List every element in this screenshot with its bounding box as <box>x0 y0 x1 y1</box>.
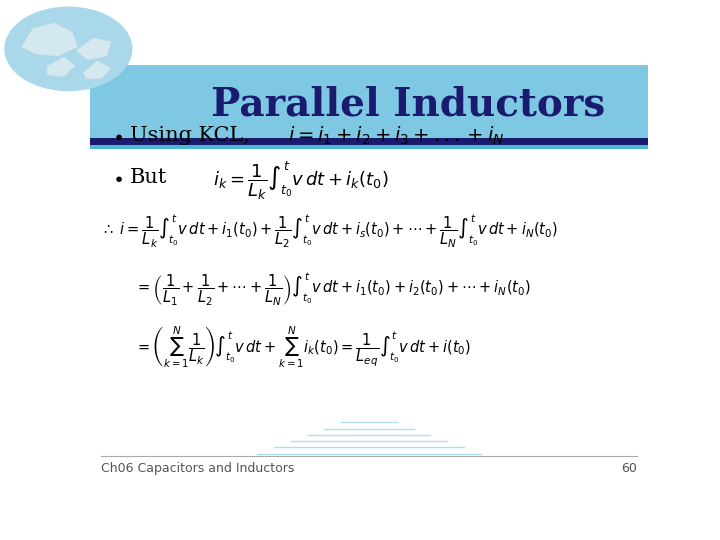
Text: 60: 60 <box>621 462 637 475</box>
Text: $= \left(\sum_{k=1}^{N} \dfrac{1}{L_k}\right)\int_{t_0}^{t} v\,dt+ \sum_{k=1}^{N: $= \left(\sum_{k=1}^{N} \dfrac{1}{L_k}\r… <box>135 325 471 370</box>
Text: $= \left(\dfrac{1}{L_1} + \dfrac{1}{L_2} + \cdots + \dfrac{1}{L_N}\right)\int_{t: $= \left(\dfrac{1}{L_1} + \dfrac{1}{L_2}… <box>135 271 531 308</box>
Bar <box>90 145 648 149</box>
Text: $\bullet$: $\bullet$ <box>112 167 123 186</box>
Bar <box>90 65 648 138</box>
Bar <box>90 138 648 145</box>
Polygon shape <box>83 60 112 79</box>
Circle shape <box>5 8 132 90</box>
Polygon shape <box>47 57 76 77</box>
Text: $\therefore\; i = \dfrac{1}{L_k}\int_{t_0}^{t} v\,dt + i_1(t_0)+ \dfrac{1}{L_2}\: $\therefore\; i = \dfrac{1}{L_k}\int_{t_… <box>101 212 558 250</box>
Text: $i = i_1 + i_2 + i_3 + ... + i_N$: $i = i_1 + i_2 + i_3 + ... + i_N$ <box>288 124 505 147</box>
Polygon shape <box>76 38 112 60</box>
Text: Parallel Inductors: Parallel Inductors <box>211 85 606 123</box>
Text: Ch06 Capacitors and Inductors: Ch06 Capacitors and Inductors <box>101 462 294 475</box>
Polygon shape <box>21 23 78 57</box>
Text: But: But <box>130 167 168 186</box>
Text: $i_k = \dfrac{1}{L_k}\int_{t_0}^{t} v\,dt + i_k(t_0)$: $i_k = \dfrac{1}{L_k}\int_{t_0}^{t} v\,d… <box>213 160 389 202</box>
Text: $\bullet$: $\bullet$ <box>112 126 123 145</box>
Text: Using KCL,: Using KCL, <box>130 126 250 145</box>
